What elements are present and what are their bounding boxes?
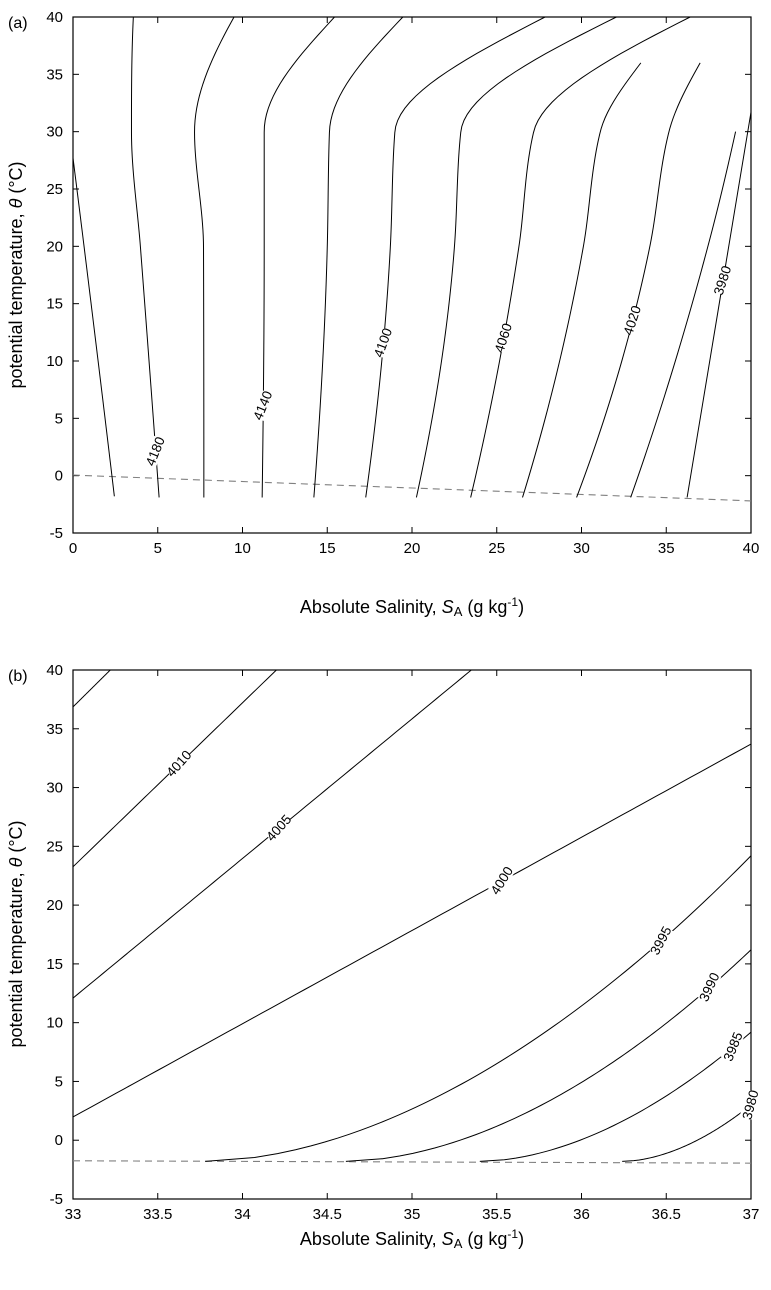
svg-text:0: 0 (55, 1132, 63, 1149)
svg-text:20: 20 (46, 897, 63, 914)
svg-text:(b): (b) (8, 668, 28, 685)
svg-text:5: 5 (55, 1073, 63, 1090)
svg-text:Absolute Salinity, SA (g kg-1): Absolute Salinity, SA (g kg-1) (300, 1227, 524, 1251)
svg-text:10: 10 (234, 540, 251, 557)
svg-text:0: 0 (55, 468, 63, 485)
svg-text:15: 15 (46, 296, 63, 313)
svg-text:36.5: 36.5 (652, 1206, 681, 1223)
svg-text:15: 15 (46, 956, 63, 973)
svg-text:20: 20 (46, 238, 63, 255)
svg-text:-5: -5 (50, 525, 63, 542)
svg-text:10: 10 (46, 1015, 63, 1032)
svg-text:(a): (a) (8, 15, 28, 32)
svg-text:36: 36 (573, 1206, 590, 1223)
svg-text:37: 37 (743, 1206, 760, 1223)
svg-text:-5: -5 (50, 1191, 63, 1208)
svg-text:34: 34 (234, 1206, 251, 1223)
svg-text:potential temperature, θ (°C): potential temperature, θ (°C) (6, 820, 26, 1047)
svg-text:0: 0 (69, 540, 77, 557)
svg-text:25: 25 (46, 181, 63, 198)
svg-text:Absolute Salinity, SA (g kg-1): Absolute Salinity, SA (g kg-1) (300, 595, 524, 619)
svg-text:25: 25 (488, 540, 505, 557)
svg-text:35: 35 (46, 721, 63, 738)
svg-text:35: 35 (46, 66, 63, 83)
svg-text:34.5: 34.5 (313, 1206, 342, 1223)
svg-text:15: 15 (319, 540, 336, 557)
svg-text:5: 5 (55, 410, 63, 427)
svg-text:35: 35 (658, 540, 675, 557)
svg-text:30: 30 (46, 780, 63, 797)
svg-text:20: 20 (404, 540, 421, 557)
svg-text:40: 40 (46, 9, 63, 26)
svg-text:35.5: 35.5 (482, 1206, 511, 1223)
svg-text:30: 30 (573, 540, 590, 557)
svg-text:25: 25 (46, 838, 63, 855)
svg-text:40: 40 (46, 662, 63, 679)
svg-text:potential temperature, θ (°C): potential temperature, θ (°C) (6, 161, 26, 388)
svg-text:40: 40 (743, 540, 760, 557)
svg-text:30: 30 (46, 124, 63, 141)
svg-text:35: 35 (404, 1206, 421, 1223)
svg-text:33.5: 33.5 (143, 1206, 172, 1223)
svg-text:5: 5 (154, 540, 162, 557)
svg-text:10: 10 (46, 353, 63, 370)
svg-text:33: 33 (65, 1206, 82, 1223)
